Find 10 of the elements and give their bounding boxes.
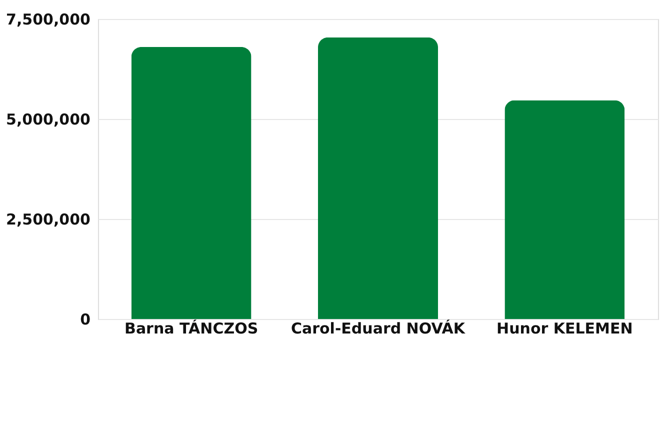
bar	[318, 37, 438, 319]
bar	[504, 100, 625, 319]
y-tick-label: 5,000,000	[6, 110, 90, 128]
x-tick-label: Barna TÁNCZOS	[124, 320, 258, 338]
bar	[131, 47, 252, 319]
y-tick-label: 0	[80, 310, 90, 328]
x-tick-label: Hunor KELEMEN	[496, 320, 633, 338]
y-tick-label: 7,500,000	[6, 10, 90, 28]
x-tick-label: Carol-Eduard NOVÁK	[290, 320, 466, 338]
y-tick-label: 2,500,000	[6, 210, 90, 228]
